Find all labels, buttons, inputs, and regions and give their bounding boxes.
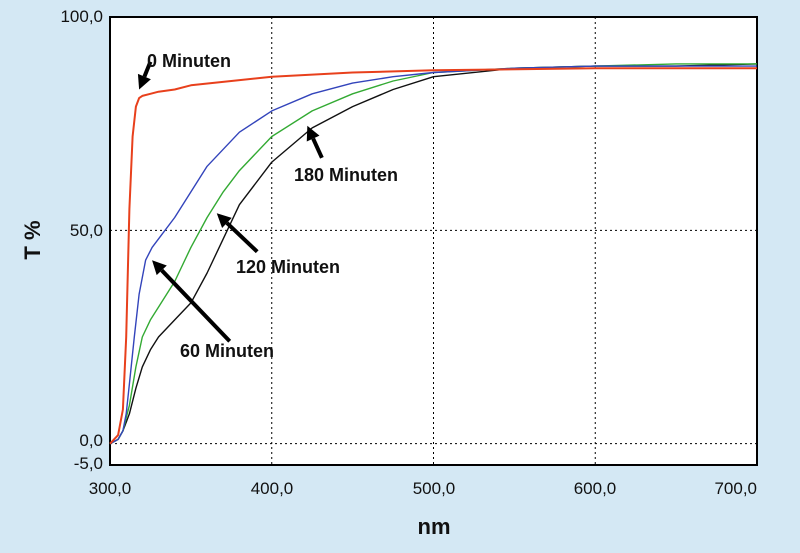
annotation-label: 120 Minuten <box>236 257 340 277</box>
x-axis-title: nm <box>418 514 451 539</box>
arrow-shaft <box>160 268 232 343</box>
y-tick-label: -5,0 <box>74 454 103 473</box>
annotation-arrow <box>152 260 232 343</box>
arrow-head <box>152 260 167 276</box>
annotation-arrow <box>306 125 324 159</box>
arrow-shaft <box>225 221 259 254</box>
annotation-arrow <box>216 213 259 254</box>
series-layer <box>109 63 758 445</box>
x-tick-label: 600,0 <box>574 479 617 498</box>
x-tick-label: 500,0 <box>413 479 456 498</box>
annotation-labels: 0 Minuten 180 Minuten 120 Minuten 60 Min… <box>147 51 398 361</box>
arrow-head <box>216 213 232 228</box>
annotation-label: 60 Minuten <box>180 341 274 361</box>
x-tick-label: 400,0 <box>251 479 294 498</box>
plot-area <box>109 16 758 466</box>
series-line-60-minuten <box>109 65 757 445</box>
series-line-0-minuten <box>109 67 757 445</box>
annotation-arrows <box>137 61 324 343</box>
y-tick-label: 50,0 <box>70 221 103 240</box>
arrow-shaft <box>142 61 153 78</box>
annotation-arrow <box>137 61 153 90</box>
x-tick-label: 300,0 <box>89 479 132 498</box>
annotation-label: 0 Minuten <box>147 51 231 71</box>
x-tick-label: 700,0 <box>714 479 757 498</box>
arrow-shaft <box>311 137 324 159</box>
annotation-label: 180 Minuten <box>294 165 398 185</box>
y-tick-label: 0,0 <box>79 431 103 450</box>
series-line-180-minuten <box>109 63 758 445</box>
y-axis-title: T % <box>20 220 45 259</box>
arrow-head <box>137 73 151 90</box>
arrow-head <box>306 125 320 142</box>
y-tick-label: 100,0 <box>60 7 103 26</box>
tick-labels: -5,0 0,0 50,0 100,0 300,0 400,0 500,0 60… <box>60 7 757 498</box>
